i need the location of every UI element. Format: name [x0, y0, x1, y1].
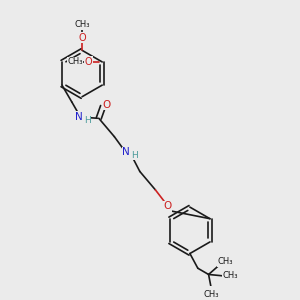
Text: CH₃: CH₃	[67, 57, 83, 66]
Text: O: O	[163, 201, 171, 211]
Text: CH₃: CH₃	[204, 290, 219, 299]
Text: O: O	[103, 100, 111, 110]
Text: H: H	[131, 151, 138, 160]
Text: CH₃: CH₃	[74, 20, 90, 29]
Text: N: N	[75, 112, 83, 122]
Text: CH₃: CH₃	[222, 272, 238, 280]
Text: CH₃: CH₃	[217, 257, 233, 266]
Text: O: O	[85, 57, 92, 67]
Text: N: N	[122, 147, 130, 157]
Text: H: H	[84, 116, 91, 125]
Text: O: O	[78, 33, 86, 43]
